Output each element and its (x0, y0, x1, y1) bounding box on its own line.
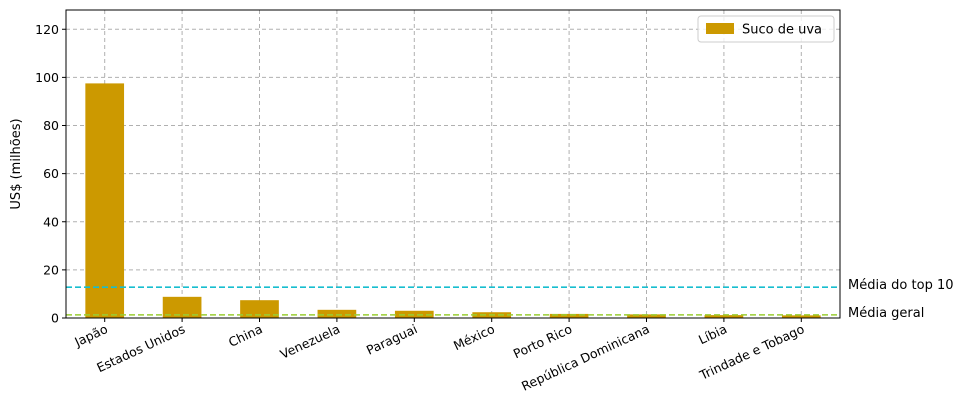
x-tick-label: Paraguai (364, 321, 420, 358)
plot-frame (65, 9, 841, 319)
legend-swatch (706, 23, 734, 34)
reference-line-label: Média geral (848, 306, 924, 321)
x-tick-label: Porto Rico (511, 321, 575, 361)
y-axis: 0 20 40 60 80 100 120 (35, 22, 66, 326)
bars-layer (85, 83, 821, 318)
y-tick-label: 0 (51, 311, 59, 326)
bar (704, 315, 744, 318)
y-tick-label: 60 (43, 166, 59, 181)
legend-label: Suco de uva (742, 23, 822, 38)
x-tick-label: China (226, 321, 265, 350)
x-tick-label: Líbia (696, 321, 729, 347)
x-tick-label: República Dominicana (519, 321, 652, 394)
reference-line-label: Média do top 10 (848, 278, 954, 293)
bar (781, 315, 821, 318)
bar (627, 314, 666, 318)
bar (549, 313, 589, 318)
legend: Suco de uva (697, 15, 835, 43)
reference-lines-layer: Média do top 10 Média geral (66, 278, 954, 321)
bar (394, 310, 434, 318)
x-tick-label: Estados Unidos (94, 321, 187, 375)
x-tick-label: Japão (71, 321, 110, 350)
bar (240, 300, 279, 318)
y-tick-label: 80 (43, 118, 59, 133)
y-axis-label: US$ (milhões) (9, 118, 24, 209)
bar (162, 296, 202, 318)
bar (85, 83, 125, 318)
y-tick-label: 120 (35, 22, 59, 37)
legend-box (697, 15, 835, 43)
y-tick-label: 20 (43, 262, 59, 277)
x-tick-label: Venezuela (278, 321, 343, 362)
bar (317, 309, 357, 318)
y-tick-label: 100 (35, 70, 59, 85)
grid-layer (66, 10, 840, 319)
y-tick-label: 40 (43, 214, 59, 229)
x-tick-label: México (451, 321, 497, 353)
